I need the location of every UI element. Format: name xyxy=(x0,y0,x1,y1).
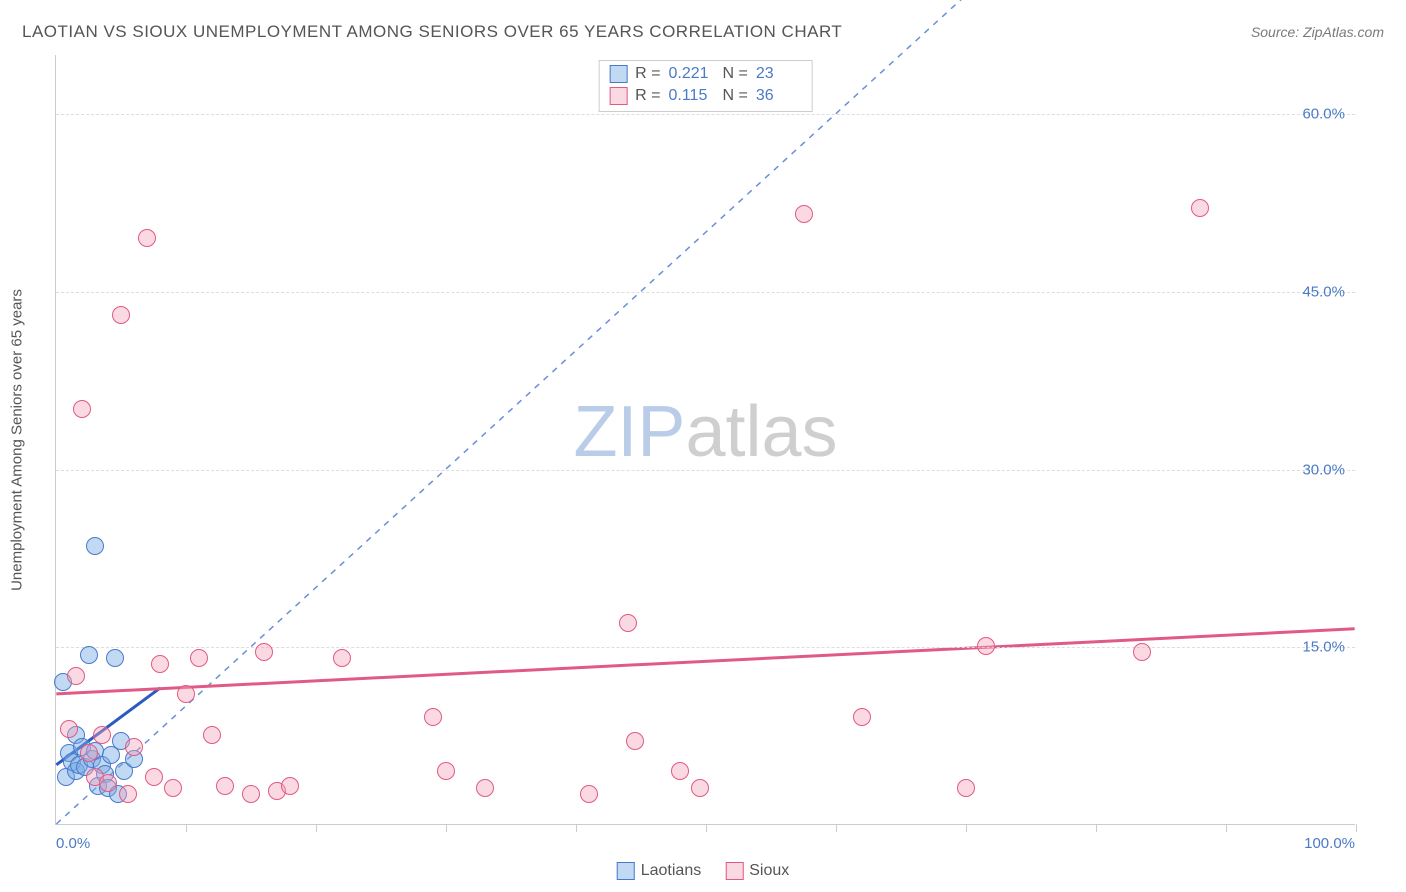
data-point-sioux xyxy=(619,614,637,632)
r-label: R = xyxy=(635,87,660,105)
swatch-laotians xyxy=(609,65,627,83)
data-point-sioux xyxy=(73,400,91,418)
data-point-sioux xyxy=(795,205,813,223)
r-value: 0.221 xyxy=(669,65,715,83)
data-point-sioux xyxy=(67,667,85,685)
gridline xyxy=(56,647,1355,648)
data-point-sioux xyxy=(99,774,117,792)
gridline xyxy=(56,292,1355,293)
data-point-sioux xyxy=(164,779,182,797)
data-point-sioux xyxy=(437,762,455,780)
n-value: 36 xyxy=(756,87,802,105)
r-value: 0.115 xyxy=(669,87,715,105)
data-point-sioux xyxy=(93,726,111,744)
data-point-sioux xyxy=(1133,643,1151,661)
data-point-sioux xyxy=(80,744,98,762)
data-point-sioux xyxy=(333,649,351,667)
data-point-sioux xyxy=(580,785,598,803)
swatch-laotians xyxy=(617,862,635,880)
legend-item-laotians: Laotians xyxy=(617,862,702,880)
data-point-sioux xyxy=(60,720,78,738)
y-tick-label: 30.0% xyxy=(1302,461,1345,478)
source-label: Source: ZipAtlas.com xyxy=(1251,24,1384,40)
x-tick xyxy=(446,824,447,832)
data-point-sioux xyxy=(957,779,975,797)
data-point-sioux xyxy=(216,777,234,795)
data-point-sioux xyxy=(853,708,871,726)
n-value: 23 xyxy=(756,65,802,83)
x-tick xyxy=(1096,824,1097,832)
y-tick-label: 15.0% xyxy=(1302,639,1345,656)
stats-row-laotians: R = 0.221 N = 23 xyxy=(609,63,802,85)
data-point-sioux xyxy=(125,738,143,756)
y-tick-label: 60.0% xyxy=(1302,106,1345,123)
data-point-sioux xyxy=(177,685,195,703)
chart-title: LAOTIAN VS SIOUX UNEMPLOYMENT AMONG SENI… xyxy=(22,22,842,42)
legend-label: Laotians xyxy=(641,862,702,880)
x-tick xyxy=(836,824,837,832)
reference-line xyxy=(56,0,1354,824)
legend-label: Sioux xyxy=(749,862,789,880)
gridline xyxy=(56,470,1355,471)
data-point-sioux xyxy=(671,762,689,780)
n-label: N = xyxy=(723,87,748,105)
data-point-sioux xyxy=(977,637,995,655)
x-axis-max-label: 100.0% xyxy=(1304,835,1355,852)
data-point-sioux xyxy=(138,229,156,247)
swatch-sioux xyxy=(609,87,627,105)
x-tick xyxy=(316,824,317,832)
data-point-laotians xyxy=(106,649,124,667)
data-point-sioux xyxy=(691,779,709,797)
stats-row-sioux: R = 0.115 N = 36 xyxy=(609,85,802,107)
y-tick-label: 45.0% xyxy=(1302,283,1345,300)
data-point-sioux xyxy=(203,726,221,744)
data-point-laotians xyxy=(86,537,104,555)
plot-area: Unemployment Among Seniors over 65 years… xyxy=(55,55,1355,825)
x-tick xyxy=(706,824,707,832)
data-point-sioux xyxy=(424,708,442,726)
watermark: ZIPatlas xyxy=(573,390,837,472)
gridline xyxy=(56,114,1355,115)
series-legend: Laotians Sioux xyxy=(617,862,790,880)
x-axis-min-label: 0.0% xyxy=(56,835,90,852)
x-tick xyxy=(1356,824,1357,832)
data-point-sioux xyxy=(151,655,169,673)
r-label: R = xyxy=(635,65,660,83)
swatch-sioux xyxy=(725,862,743,880)
x-tick xyxy=(576,824,577,832)
legend-item-sioux: Sioux xyxy=(725,862,789,880)
data-point-sioux xyxy=(119,785,137,803)
data-point-sioux xyxy=(145,768,163,786)
data-point-laotians xyxy=(80,646,98,664)
y-axis-label: Unemployment Among Seniors over 65 years xyxy=(9,289,26,591)
data-point-sioux xyxy=(626,732,644,750)
x-tick xyxy=(186,824,187,832)
x-tick xyxy=(1226,824,1227,832)
data-point-sioux xyxy=(476,779,494,797)
data-point-sioux xyxy=(255,643,273,661)
x-tick xyxy=(966,824,967,832)
stats-legend: R = 0.221 N = 23 R = 0.115 N = 36 xyxy=(598,60,813,112)
data-point-sioux xyxy=(281,777,299,795)
n-label: N = xyxy=(723,65,748,83)
reference-line xyxy=(56,629,1354,694)
data-point-sioux xyxy=(112,306,130,324)
data-point-sioux xyxy=(242,785,260,803)
data-point-sioux xyxy=(1191,199,1209,217)
data-point-sioux xyxy=(190,649,208,667)
